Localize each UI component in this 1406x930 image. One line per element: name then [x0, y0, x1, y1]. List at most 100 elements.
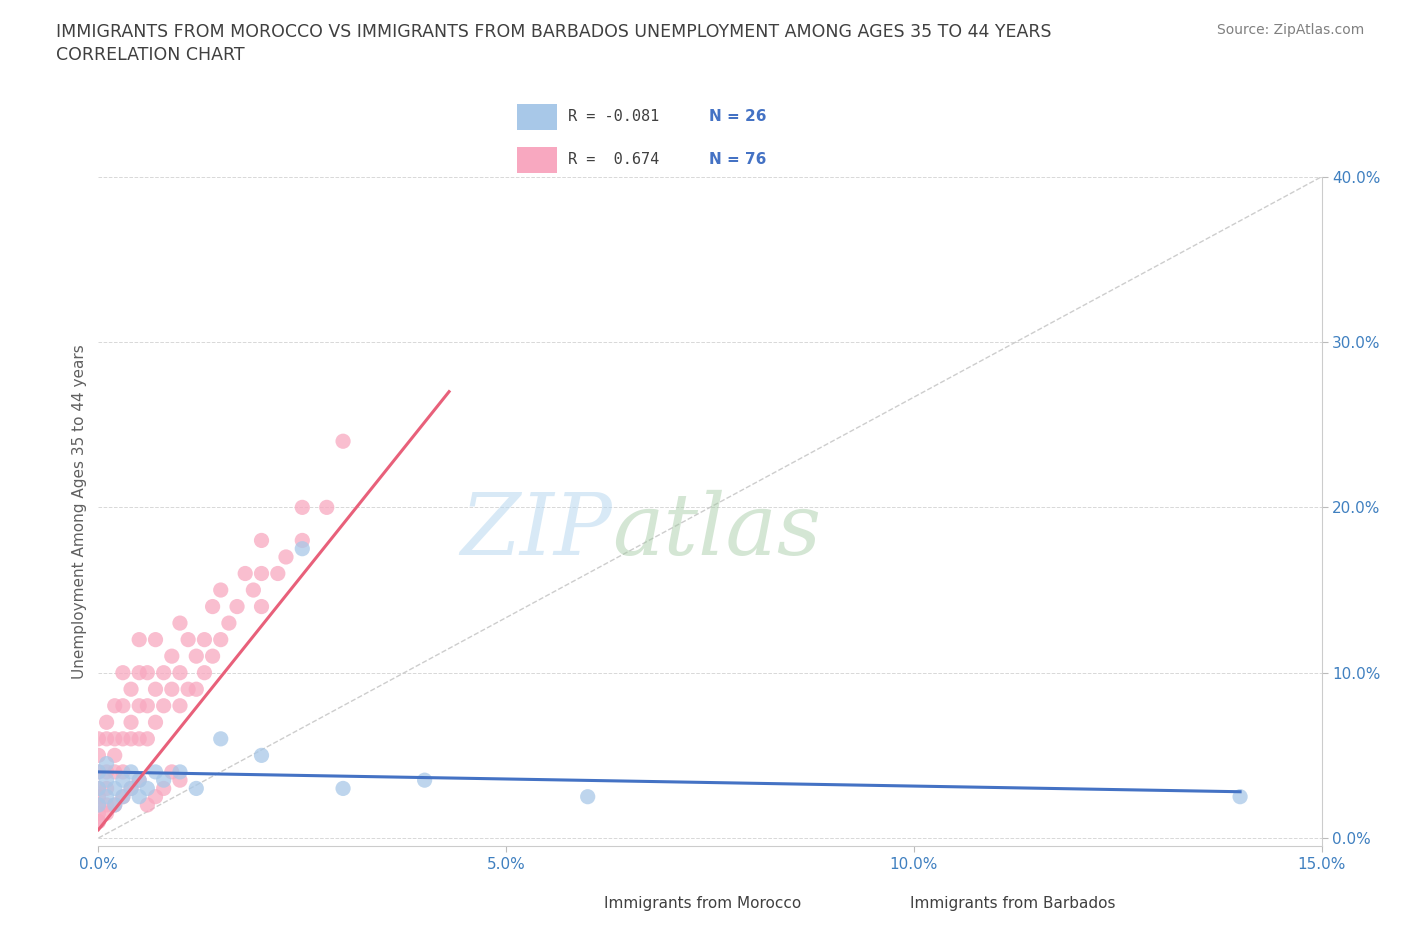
- Point: [201, 649, 224, 664]
- Point: [576, 790, 599, 804]
- Point: [104, 764, 127, 779]
- Point: [96, 805, 118, 820]
- Point: [160, 682, 183, 697]
- Point: [87, 748, 110, 763]
- Point: [111, 773, 134, 788]
- Text: N = 26: N = 26: [709, 109, 766, 125]
- Point: [201, 599, 224, 614]
- Bar: [517, 147, 557, 173]
- Text: Immigrants from Barbados: Immigrants from Barbados: [910, 897, 1115, 911]
- Point: [111, 764, 134, 779]
- Point: [87, 798, 110, 813]
- Point: [291, 533, 314, 548]
- Point: [209, 582, 232, 597]
- Point: [87, 814, 110, 829]
- Point: [332, 433, 354, 448]
- Point: [193, 665, 215, 680]
- Point: [87, 781, 110, 796]
- Point: [152, 665, 174, 680]
- Point: [128, 731, 150, 746]
- Point: [136, 731, 159, 746]
- Point: [177, 632, 200, 647]
- Point: [233, 566, 256, 581]
- Text: R = -0.081: R = -0.081: [568, 109, 659, 125]
- Point: [104, 798, 127, 813]
- Point: [128, 698, 150, 713]
- Point: [87, 731, 110, 746]
- Point: [96, 790, 118, 804]
- Point: [96, 764, 118, 779]
- Point: [250, 533, 273, 548]
- Point: [186, 682, 208, 697]
- Point: [160, 649, 183, 664]
- Point: [209, 632, 232, 647]
- Point: [87, 814, 110, 829]
- Point: [218, 616, 240, 631]
- Text: atlas: atlas: [612, 490, 821, 573]
- Point: [120, 715, 142, 730]
- Point: [87, 764, 110, 779]
- Point: [111, 790, 134, 804]
- Point: [104, 698, 127, 713]
- Point: [160, 764, 183, 779]
- Point: [128, 773, 150, 788]
- Point: [87, 764, 110, 779]
- Point: [152, 698, 174, 713]
- Point: [169, 773, 191, 788]
- Point: [136, 698, 159, 713]
- Text: Source: ZipAtlas.com: Source: ZipAtlas.com: [1216, 23, 1364, 37]
- Point: [267, 566, 290, 581]
- Point: [104, 748, 127, 763]
- Point: [128, 773, 150, 788]
- Point: [87, 798, 110, 813]
- Point: [111, 698, 134, 713]
- Point: [169, 616, 191, 631]
- Point: [332, 781, 354, 796]
- Point: [291, 541, 314, 556]
- Point: [120, 682, 142, 697]
- Text: Immigrants from Morocco: Immigrants from Morocco: [605, 897, 801, 911]
- Point: [250, 599, 273, 614]
- Point: [152, 781, 174, 796]
- Point: [169, 764, 191, 779]
- Point: [1229, 790, 1251, 804]
- Point: [87, 790, 110, 804]
- Point: [186, 649, 208, 664]
- Text: ZIP: ZIP: [460, 490, 612, 573]
- Point: [413, 773, 436, 788]
- Point: [209, 731, 232, 746]
- Point: [111, 731, 134, 746]
- Point: [87, 781, 110, 796]
- Point: [128, 632, 150, 647]
- Point: [96, 731, 118, 746]
- Point: [145, 682, 167, 697]
- Point: [193, 632, 215, 647]
- Point: [104, 798, 127, 813]
- Text: R =  0.674: R = 0.674: [568, 152, 659, 167]
- Point: [169, 698, 191, 713]
- Point: [96, 715, 118, 730]
- Point: [87, 805, 110, 820]
- Point: [315, 500, 337, 515]
- Point: [128, 665, 150, 680]
- Text: IMMIGRANTS FROM MOROCCO VS IMMIGRANTS FROM BARBADOS UNEMPLOYMENT AMONG AGES 35 T: IMMIGRANTS FROM MOROCCO VS IMMIGRANTS FR…: [56, 23, 1052, 41]
- Point: [120, 764, 142, 779]
- Text: N = 76: N = 76: [709, 152, 766, 167]
- Point: [136, 665, 159, 680]
- Point: [186, 781, 208, 796]
- Point: [96, 756, 118, 771]
- Point: [136, 781, 159, 796]
- Point: [145, 632, 167, 647]
- Point: [145, 764, 167, 779]
- Point: [274, 550, 297, 565]
- Point: [96, 781, 118, 796]
- Point: [104, 781, 127, 796]
- Point: [120, 781, 142, 796]
- Point: [250, 566, 273, 581]
- Bar: [517, 104, 557, 130]
- Point: [120, 731, 142, 746]
- Point: [177, 682, 200, 697]
- Text: CORRELATION CHART: CORRELATION CHART: [56, 46, 245, 64]
- Point: [169, 665, 191, 680]
- Y-axis label: Unemployment Among Ages 35 to 44 years: Unemployment Among Ages 35 to 44 years: [72, 344, 87, 679]
